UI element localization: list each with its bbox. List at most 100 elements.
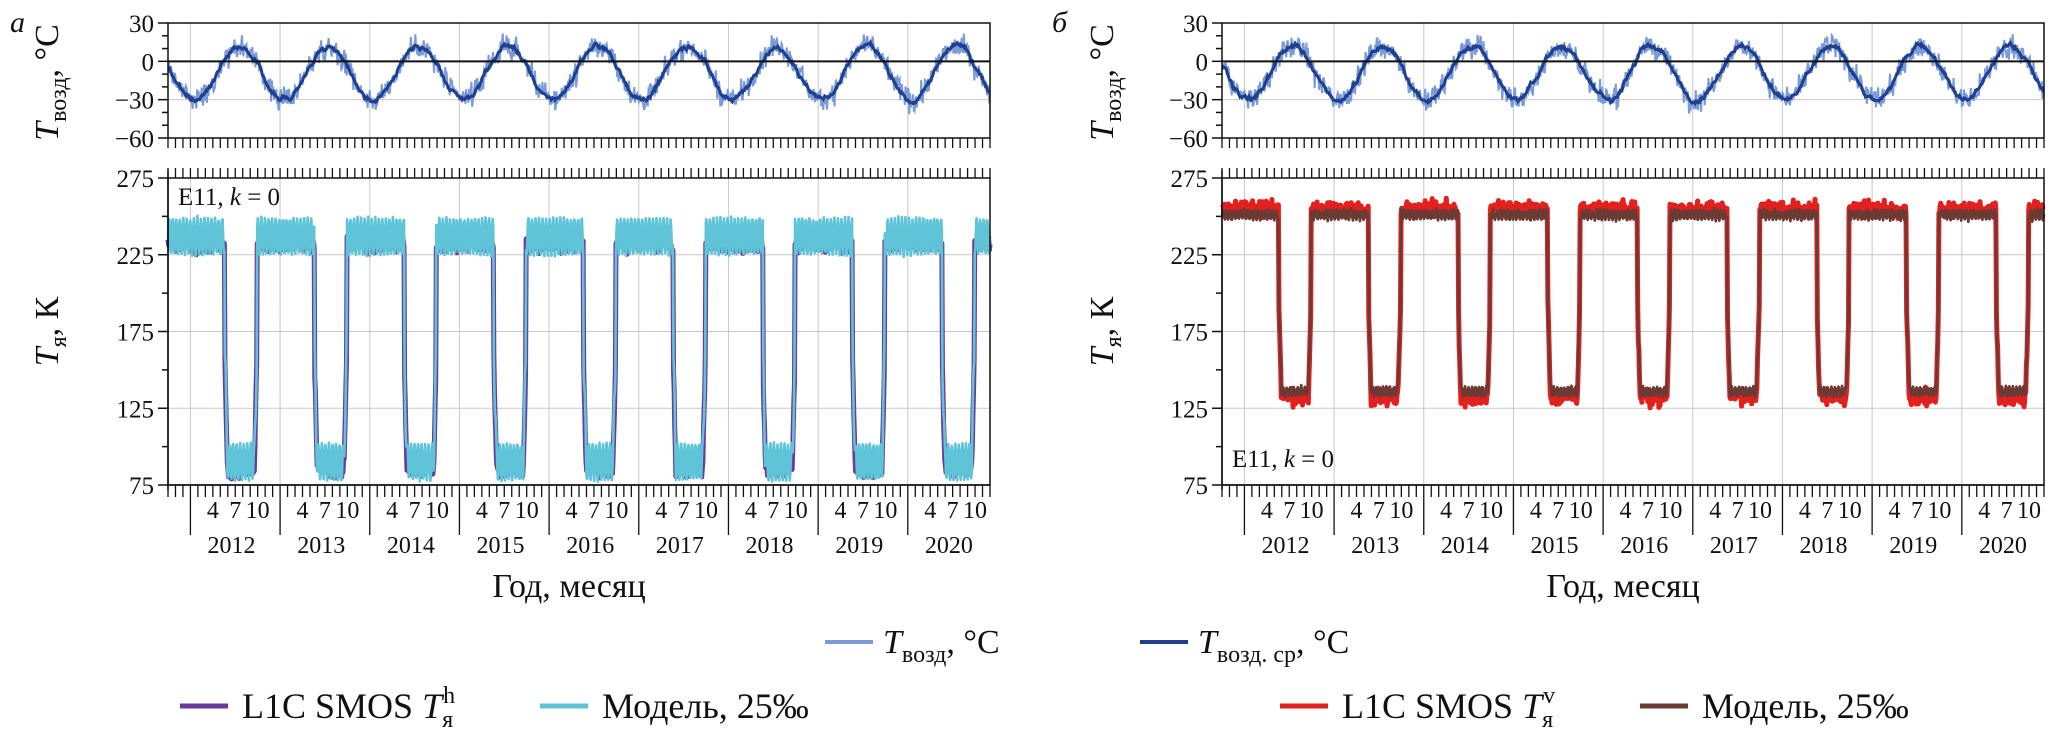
y-tick-label: 125 <box>1171 396 1209 423</box>
legend-label: Tвозд, °C <box>883 624 1000 668</box>
month-tick-label: 10 <box>1658 498 1682 524</box>
legend-label-T: T <box>1522 686 1545 726</box>
month-tick-label: 7 <box>1642 498 1654 524</box>
y-tick-label: −30 <box>1169 88 1208 115</box>
month-tick-label: 10 <box>1569 498 1593 524</box>
year-label: 2018 <box>1800 533 1848 559</box>
ylabel-sub: возд <box>1101 77 1127 121</box>
y-tick-label: 0 <box>142 49 155 76</box>
ylabel-suffix: , К <box>29 296 66 336</box>
month-tick-label: 4 <box>655 498 667 524</box>
y-tick-label: 275 <box>1171 166 1209 193</box>
legend-label-main: T <box>883 624 904 661</box>
annotation: E11, k = 0 <box>178 184 280 211</box>
legend-label-main: Модель, 25‰ <box>1702 686 1909 726</box>
legend-label-main: T <box>1198 624 1219 661</box>
month-tick-label: 4 <box>297 498 309 524</box>
legend-label-sub: я <box>442 707 453 733</box>
y-tick-label: 75 <box>129 473 154 500</box>
y-tick-label: −30 <box>115 88 154 115</box>
annotation-k: k <box>230 184 242 211</box>
month-tick-label: 7 <box>1732 498 1744 524</box>
month-tick-label: 10 <box>604 498 628 524</box>
y-axis-title-upper: Tвозд, °C <box>1084 24 1127 141</box>
month-tick-label: 10 <box>1838 498 1862 524</box>
month-tick-label: 4 <box>1620 498 1632 524</box>
month-tick-label: 7 <box>588 498 600 524</box>
legend-label: Модель, 25‰ <box>1702 686 1909 726</box>
month-tick-label: 4 <box>1799 498 1811 524</box>
panel-label: а <box>10 6 25 39</box>
y-axis-title-lower: Tя, К <box>29 296 72 366</box>
month-tick-label: 4 <box>207 498 219 524</box>
y-tick-label: 0 <box>1196 49 1209 76</box>
month-tick-label: 7 <box>1911 498 1923 524</box>
month-tick-label: 10 <box>1927 498 1951 524</box>
upper-plot: 30 0 −30 −60 <box>1169 11 2045 153</box>
month-tick-label: 10 <box>246 498 270 524</box>
series-model <box>1220 206 2046 399</box>
month-tick-label: 10 <box>335 498 359 524</box>
month-tick-label: 4 <box>835 498 847 524</box>
legend-label: L1C SMOS Tяh <box>242 683 455 733</box>
year-label: 2017 <box>1710 533 1758 559</box>
legend-label: Модель, 25‰ <box>602 686 809 726</box>
legend-brightness-temperature: L1C SMOS Tяh Модель, 25‰ L1C SMOS Tяv Модел… <box>180 683 1909 733</box>
month-tick-label: 10 <box>1748 498 1772 524</box>
y-axis-title-lower: Tя, К <box>1084 296 1127 366</box>
x-axis-title: Год, месяц <box>492 568 645 605</box>
month-tick-label: 7 <box>678 498 690 524</box>
year-label: 2015 <box>1531 533 1579 559</box>
legend-label-T: T <box>422 686 445 726</box>
lower-plot: 275 225 175 125 75 <box>117 166 993 500</box>
month-tick-label: 10 <box>515 498 539 524</box>
month-tick-label: 4 <box>1351 498 1363 524</box>
series-smos-observed <box>165 230 993 482</box>
month-tick-label: 10 <box>2017 498 2041 524</box>
ylabel-suffix: , °C <box>1084 24 1121 77</box>
annotation: E11, k = 0 <box>1232 446 1334 473</box>
upper-plot: 30 0 −30 −60 <box>115 11 991 153</box>
month-tick-label: 7 <box>498 498 510 524</box>
y-tick-label: 30 <box>129 11 154 38</box>
y-axis-title-upper: Tвозд, °C <box>29 24 72 141</box>
ylabel-suffix: , °C <box>29 24 66 77</box>
month-tick-label: 7 <box>1821 498 1833 524</box>
legend-label-main: L1C SMOS <box>242 686 422 726</box>
ylabel-main: T <box>29 120 66 141</box>
y-tick-label: −60 <box>1169 126 1208 153</box>
annotation-part: E11, <box>178 184 230 211</box>
month-tick-label: 4 <box>1978 498 1990 524</box>
month-tick-label: 7 <box>1283 498 1295 524</box>
month-tick-label: 4 <box>924 498 936 524</box>
month-tick-label: 7 <box>229 498 241 524</box>
year-label: 2014 <box>1441 533 1489 559</box>
month-tick-label: 4 <box>1530 498 1542 524</box>
y-tick-label: 75 <box>1183 473 1208 500</box>
legend-label-sub: возд <box>902 642 946 668</box>
month-tick-label: 10 <box>963 498 987 524</box>
year-label: 2020 <box>1979 533 2027 559</box>
legend-label-sub: возд. ср <box>1217 642 1296 668</box>
month-tick-label: 7 <box>1552 498 1564 524</box>
month-tick-label: 4 <box>1261 498 1273 524</box>
y-tick-label: 225 <box>1171 243 1209 270</box>
year-label: 2019 <box>1889 533 1937 559</box>
annotation-k: k <box>1284 446 1296 473</box>
annotation-part: E11, <box>1232 446 1284 473</box>
year-label: 2016 <box>1620 533 1668 559</box>
legend-label-main: Модель, 25‰ <box>602 686 809 726</box>
series-model <box>166 214 992 483</box>
year-label: 2016 <box>566 533 614 559</box>
year-label: 2017 <box>656 533 704 559</box>
month-tick-label: 10 <box>425 498 449 524</box>
month-tick-label: 10 <box>1389 498 1413 524</box>
year-label: 2020 <box>925 533 973 559</box>
month-tick-label: 10 <box>1479 498 1503 524</box>
ylabel-main: T <box>1084 120 1121 141</box>
month-tick-label: 7 <box>319 498 331 524</box>
